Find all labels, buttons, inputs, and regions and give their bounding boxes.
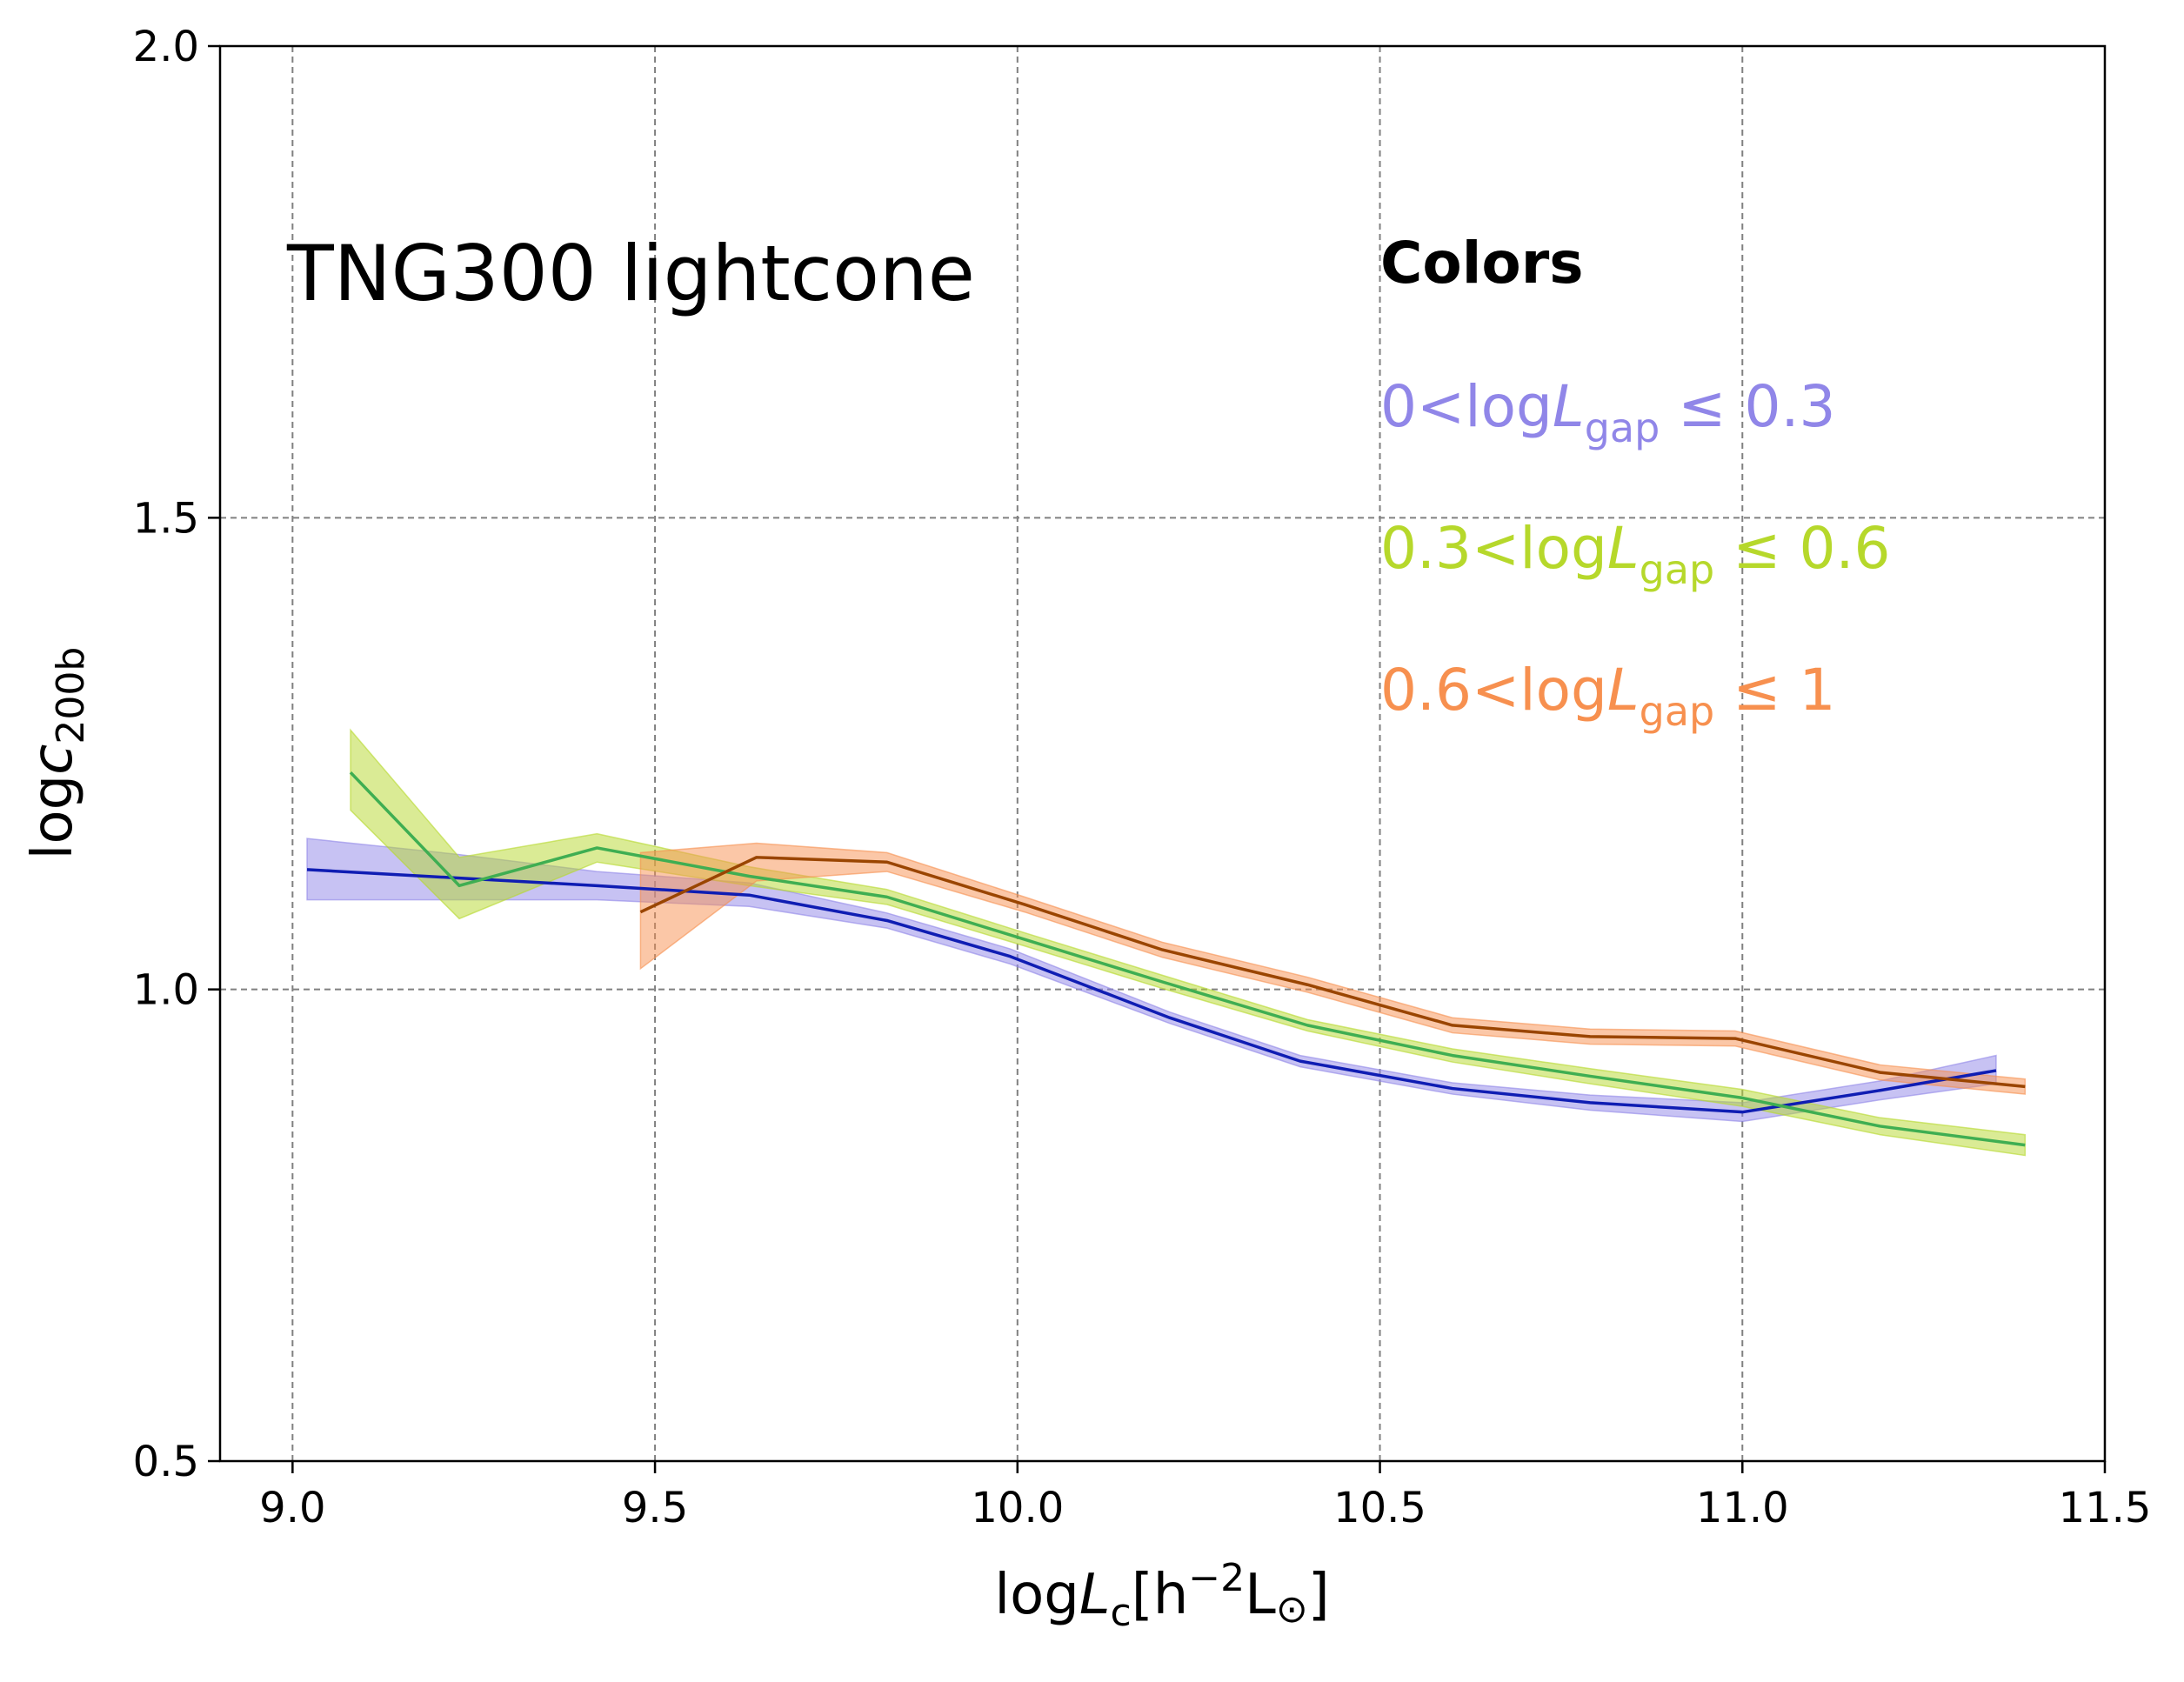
y-tick-label: 0.5 bbox=[133, 1438, 199, 1486]
x-tick-label: 11.5 bbox=[2059, 1484, 2152, 1532]
series-2-band bbox=[639, 842, 2027, 1095]
gridlines bbox=[220, 46, 2106, 1461]
legend-title: Colors bbox=[1380, 230, 1584, 297]
legend-entry-low-gap: 0<logLgap ≤ 0.3 bbox=[1380, 373, 1836, 451]
series-2-line bbox=[639, 856, 2026, 1089]
x-tick-label: 11.0 bbox=[1696, 1484, 1789, 1532]
confidence-bands bbox=[306, 728, 2027, 1157]
legend-entry-high-gap: 0.6<logLgap ≤ 1 bbox=[1380, 657, 1836, 735]
x-tick-label: 10.5 bbox=[1333, 1484, 1426, 1532]
series-1-band bbox=[350, 728, 2027, 1157]
x-tick-label: 10.0 bbox=[971, 1484, 1064, 1532]
y-axis-ticks: 0.5 1.0 1.5 2.0 bbox=[133, 23, 220, 1486]
x-tick-label: 9.0 bbox=[259, 1484, 325, 1532]
x-axis-ticks: 9.0 9.5 10.0 10.5 11.0 11.5 bbox=[259, 1461, 2151, 1532]
series-lines bbox=[306, 771, 2026, 1147]
y-tick-label: 1.0 bbox=[133, 966, 199, 1015]
x-tick-label: 9.5 bbox=[622, 1484, 688, 1532]
y-tick-label: 1.5 bbox=[133, 494, 199, 543]
legend-entry-mid-gap: 0.3<logLgap ≤ 0.6 bbox=[1380, 515, 1890, 593]
legend: Colors 0<logLgap ≤ 0.3 0.3<logLgap ≤ 0.6… bbox=[1380, 230, 1890, 735]
x-axis-title: logLc[h−2L⊙] bbox=[994, 1556, 1329, 1635]
plot-frame bbox=[218, 44, 2107, 1463]
chart-annotation: TNG300 lightcone bbox=[286, 229, 975, 318]
series-0-line bbox=[306, 868, 1997, 1114]
y-tick-label: 2.0 bbox=[133, 23, 199, 71]
y-axis-title: logc200b bbox=[21, 647, 93, 860]
series-1-line bbox=[349, 771, 2026, 1147]
